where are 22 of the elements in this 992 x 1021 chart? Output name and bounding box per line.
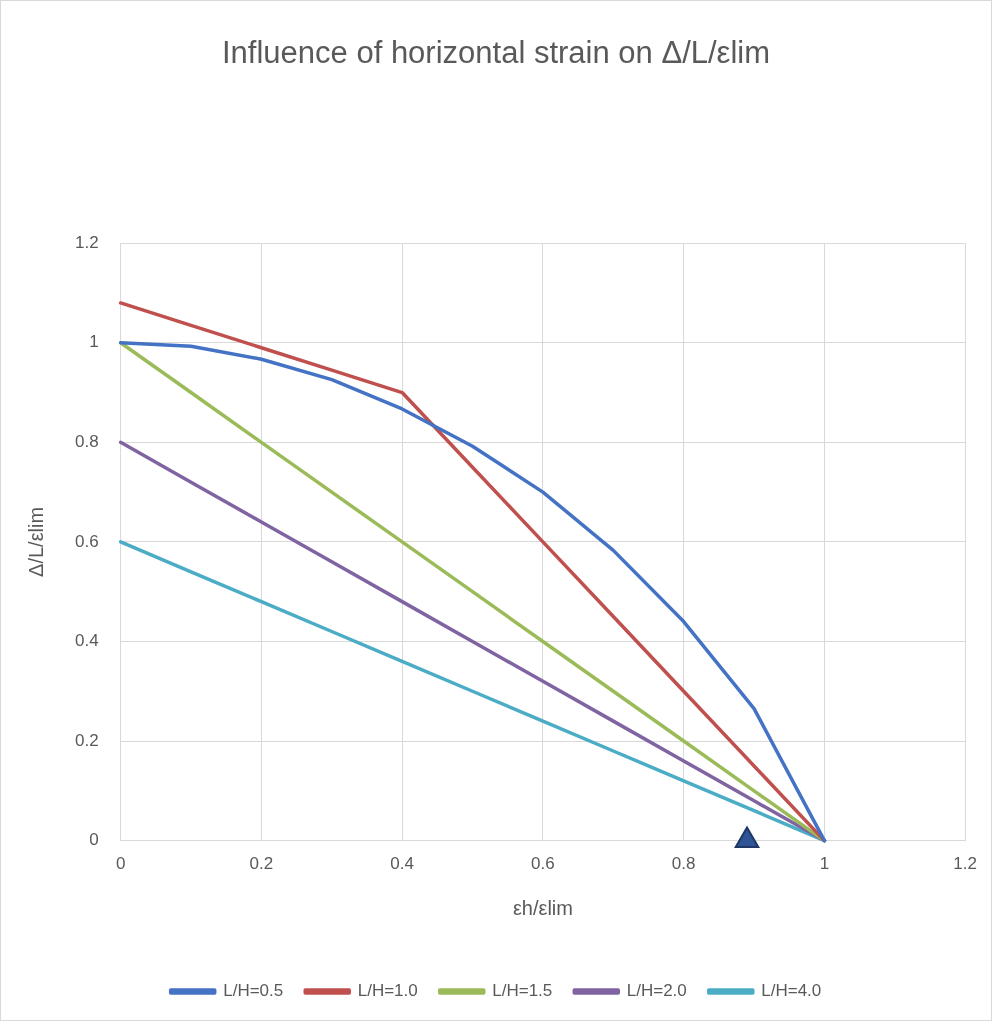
x-axis-title: εh/εlim [512,896,573,919]
y-axis-title: Δ/L/εlim [24,506,47,577]
chart-title: Influence of horizontal strain on Δ/L/εlim [221,35,771,71]
x-tick-label: 0.6 [531,854,555,874]
legend-label: L/H=0.5 [223,981,284,1001]
legend-label: L/H=2.0 [626,981,687,1001]
x-tick-label: 0.8 [671,854,696,874]
y-tick-label: 0.2 [74,730,99,750]
legend-label: L/H=1.0 [357,981,418,1001]
x-tick-label: 0.4 [390,854,414,874]
x-tick-label: 1 [819,854,830,874]
y-tick-label: 0.6 [74,531,99,551]
x-tick-label: 0 [115,854,126,874]
x-tick-label: 1.2 [953,854,977,874]
legend-label: L/H=4.0 [761,981,822,1001]
y-tick-label: 1.2 [74,232,99,252]
x-tick-label: 0.2 [249,854,274,874]
legend-label: L/H=1.5 [492,981,553,1001]
y-tick-label: 0.8 [74,432,99,452]
y-tick-label: 1 [89,332,99,352]
y-tick-label: 0 [89,830,99,850]
y-tick-label: 0.4 [74,631,99,651]
